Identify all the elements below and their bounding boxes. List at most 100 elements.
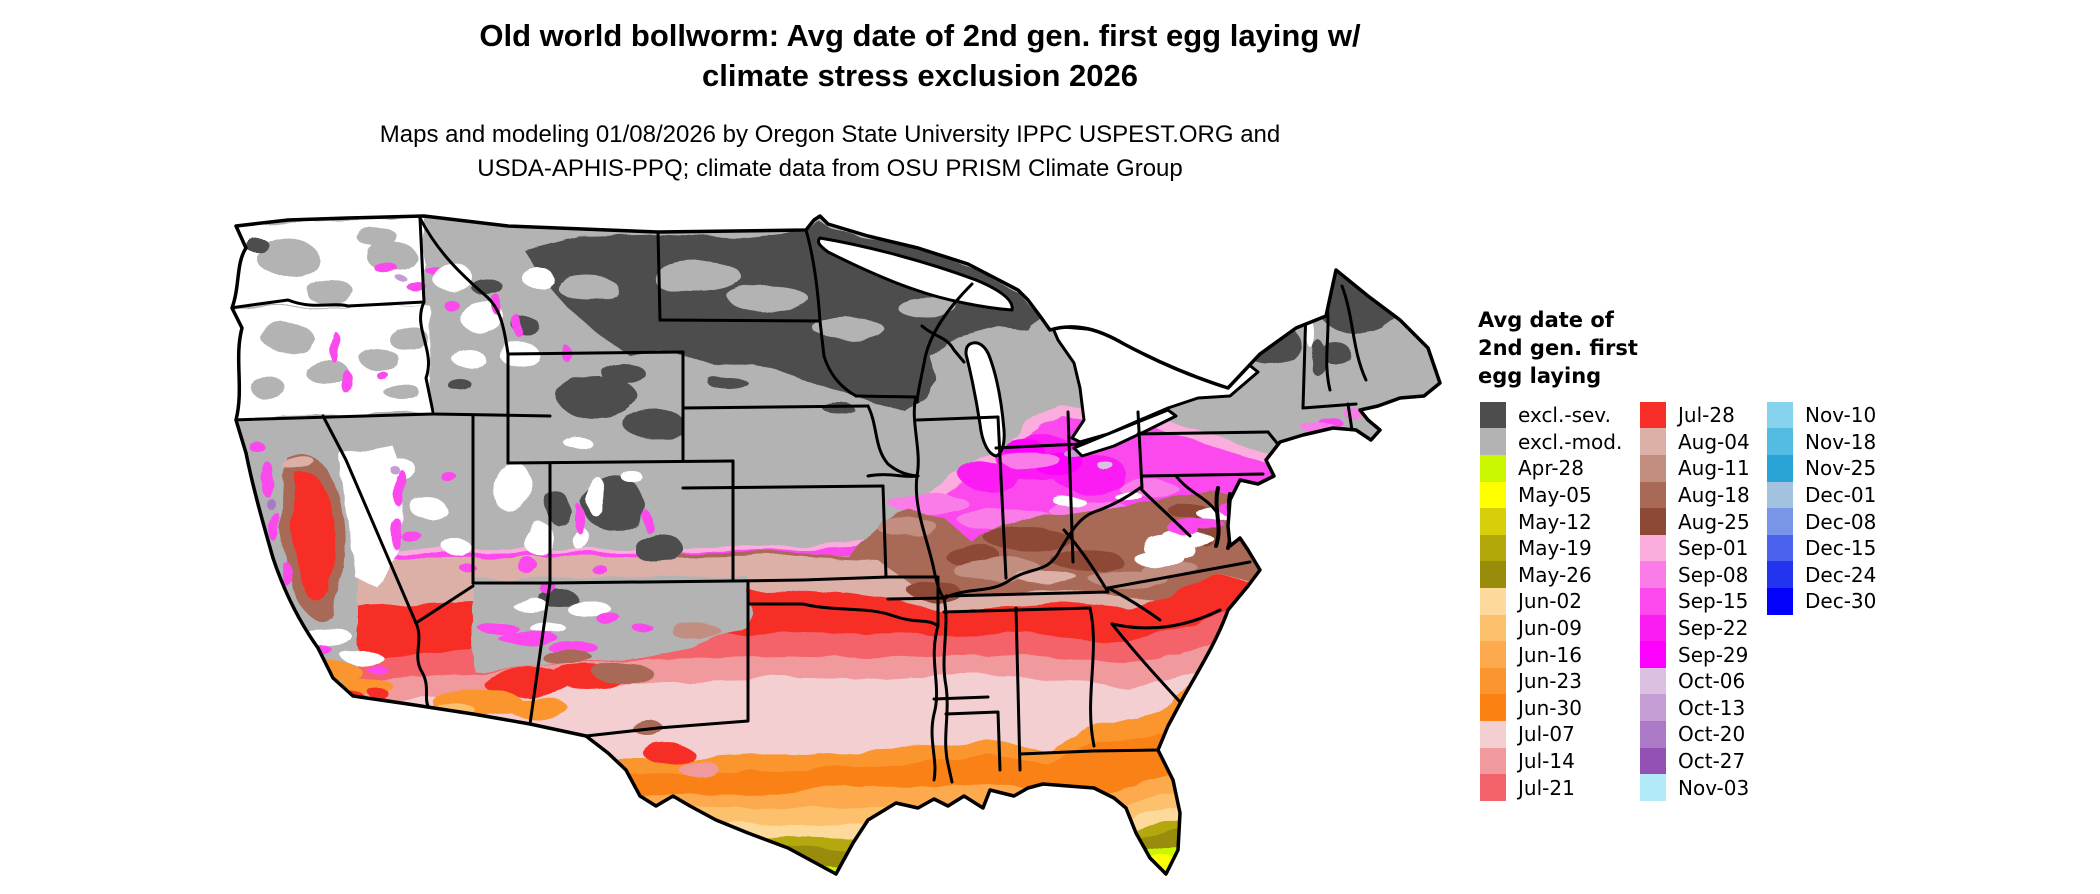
legend-item: Nov-18: [1767, 428, 1876, 456]
legend-label: Dec-24: [1805, 562, 1877, 587]
legend-swatch: [1767, 587, 1793, 615]
page-title-line1: Old world bollworm: Avg date of 2nd gen.…: [479, 18, 1361, 53]
legend-label: Dec-15: [1805, 536, 1877, 561]
band-apr28: [358, 846, 1440, 874]
legend-swatch: [1767, 454, 1793, 482]
legend-item: Aug-18: [1640, 481, 1750, 509]
legend-item: Dec-08: [1767, 508, 1877, 536]
legend-item: Sep-29: [1640, 641, 1750, 669]
legend-swatch: [1640, 774, 1666, 802]
legend-label: Jul-14: [1518, 749, 1575, 774]
legend-label: Dec-30: [1805, 589, 1877, 614]
legend-item: Apr-28: [1480, 454, 1622, 482]
legend-label: Aug-18: [1678, 483, 1750, 508]
great-lakes: [816, 236, 1314, 458]
legend-swatch: [1640, 667, 1666, 695]
legend-label: Jun-09: [1518, 616, 1582, 641]
legend-swatch: [1767, 561, 1793, 589]
map-region-fills: [232, 216, 1440, 874]
us-outline: [230, 214, 1442, 876]
legend-item: Nov-25: [1767, 454, 1877, 482]
legend-item: Jul-14: [1480, 747, 1622, 775]
legend-item: Aug-04: [1640, 428, 1750, 456]
band-jun02: [358, 803, 1440, 874]
legend-label: Jul-28: [1678, 403, 1735, 428]
legend-item: Oct-13: [1640, 694, 1750, 722]
legend-item: May-12: [1480, 508, 1622, 536]
legend-column-1: excl.-sev. excl.-mod. Apr-28 May-05 May-12 Ma…: [1480, 401, 1623, 802]
legend-item: Nov-10: [1767, 401, 1877, 429]
legend-item: Dec-30: [1767, 587, 1877, 615]
legend-swatch: [1767, 508, 1793, 536]
legend-item: Jun-23: [1480, 667, 1622, 695]
legend-label: Sep-29: [1678, 642, 1749, 667]
us-map-svg: [230, 214, 1442, 876]
legend-item: May-05: [1480, 481, 1622, 509]
legend-swatch: [1640, 534, 1666, 562]
legend-swatch: [1640, 561, 1666, 589]
legend-label: Sep-08: [1678, 562, 1749, 587]
legend-swatch: [1640, 614, 1666, 642]
legend-label: May-05: [1518, 483, 1592, 508]
legend-swatch: [1640, 508, 1666, 536]
legend-swatch: [1640, 481, 1666, 509]
legend-swatch: [1640, 454, 1666, 482]
legend-item: Jun-30: [1480, 694, 1622, 722]
legend-swatch: [1640, 747, 1666, 775]
legend-label: Aug-04: [1678, 429, 1750, 454]
state-borders: [232, 216, 1368, 784]
page-title: Old world bollworm: Avg date of 2nd gen.…: [230, 16, 1610, 96]
legend-swatch: [1640, 587, 1666, 615]
legend-item: Nov-03: [1640, 774, 1750, 802]
legend-label: Nov-03: [1678, 775, 1750, 800]
legend-swatch: [1640, 641, 1666, 669]
legend-swatch: [1640, 401, 1666, 429]
page-subtitle-line2: USDA-APHIS-PPQ; climate data from OSU PR…: [477, 155, 1183, 182]
legend-swatch: [1640, 720, 1666, 748]
legend-label: Oct-06: [1678, 669, 1746, 694]
legend-item: Oct-27: [1640, 747, 1750, 775]
legend-item: Jun-09: [1480, 614, 1622, 642]
legend-label: Apr-28: [1518, 456, 1584, 481]
legend-swatch: [1480, 614, 1506, 642]
legend-swatch: [1480, 454, 1506, 482]
legend-item: Aug-25: [1640, 508, 1750, 536]
legend-label: May-12: [1518, 509, 1592, 534]
legend-item: May-26: [1480, 561, 1622, 589]
legend-swatch: [1767, 534, 1793, 562]
legend-label: Jun-02: [1518, 589, 1582, 614]
legend-label: Sep-22: [1678, 616, 1749, 641]
legend-label: May-19: [1518, 536, 1592, 561]
legend-swatch: [1480, 774, 1506, 802]
legend-column-3: Nov-10 Nov-18 Nov-25 Dec-01 Dec-08 Dec-15 Dec-…: [1767, 401, 1877, 615]
legend-label: Jun-23: [1518, 669, 1582, 694]
legend-item: Jul-28: [1640, 401, 1750, 429]
legend-item: Oct-06: [1640, 667, 1750, 695]
legend-swatch: [1480, 587, 1506, 615]
region-sierra-white: [340, 443, 406, 588]
legend-label: Jun-16: [1518, 642, 1582, 667]
legend-label: Jul-21: [1518, 775, 1575, 800]
legend-label: excl.-mod.: [1518, 429, 1623, 454]
region-ca-red: [292, 472, 336, 604]
legend-swatch: [1767, 428, 1793, 456]
legend-label: Dec-01: [1805, 483, 1877, 508]
page-subtitle-line1: Maps and modeling 01/08/2026 by Oregon S…: [379, 121, 1281, 148]
legend-label: Oct-20: [1678, 722, 1746, 747]
legend-swatch: [1767, 401, 1793, 429]
legend-item: Aug-11: [1640, 454, 1750, 482]
legend-label: Nov-25: [1805, 456, 1877, 481]
legend-label: Dec-08: [1805, 509, 1877, 534]
legend-swatch: [1480, 534, 1506, 562]
legend-item: May-19: [1480, 534, 1622, 562]
legend-item: Oct-20: [1640, 720, 1750, 748]
lake-michigan: [964, 341, 1006, 458]
legend-swatch: [1480, 401, 1506, 429]
legend-label: Nov-10: [1805, 403, 1877, 428]
us-map: [228, 158, 1458, 890]
legend-swatch: [1480, 667, 1506, 695]
band-may26: [358, 830, 1440, 874]
legend-item: Sep-01: [1640, 534, 1750, 562]
page-subtitle: Maps and modeling 01/08/2026 by Oregon S…: [230, 118, 1430, 186]
legend-item: Jun-16: [1480, 641, 1622, 669]
